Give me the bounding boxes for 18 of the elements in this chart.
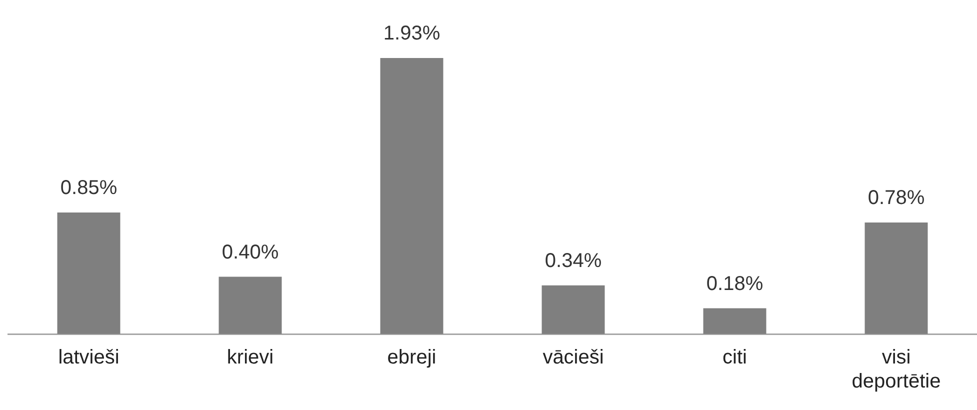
x-tick-label: visi deportētie <box>852 346 941 393</box>
bar <box>864 222 928 334</box>
bar <box>57 212 120 334</box>
x-tick-label: ebreji <box>387 346 436 369</box>
x-tick-label: citi <box>722 346 747 369</box>
data-label: 1.93% <box>383 22 440 45</box>
x-tick-label: krievi <box>226 346 274 369</box>
bar <box>218 276 282 334</box>
data-label: 0.78% <box>868 186 925 209</box>
bar <box>703 308 766 334</box>
x-tick-label: vācieši <box>542 346 604 369</box>
data-label: 0.34% <box>544 250 602 272</box>
data-label: 0.18% <box>706 272 764 295</box>
x-tick-label: latvieši <box>58 346 120 369</box>
data-label: 0.40% <box>222 241 279 264</box>
bar <box>380 58 444 334</box>
bar <box>542 285 605 334</box>
data-label: 0.85% <box>60 176 118 199</box>
